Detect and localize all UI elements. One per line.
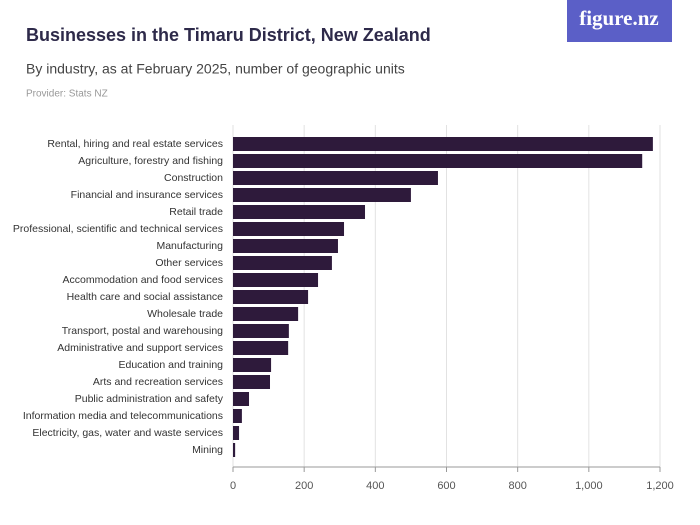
- bar: [233, 358, 272, 372]
- bar: [233, 324, 289, 338]
- bar: [233, 222, 345, 236]
- y-tick-label: Rental, hiring and real estate services: [47, 138, 223, 150]
- source: Provider: Stats NZ: [26, 89, 108, 100]
- x-tick-label: 600: [437, 480, 455, 492]
- y-tick-label: Agriculture, forestry and fishing: [78, 155, 223, 167]
- y-tick-label: Retail trade: [169, 206, 223, 218]
- x-tick-label: 400: [366, 480, 384, 492]
- bar: [233, 290, 309, 304]
- bar: [233, 341, 289, 355]
- bar: [233, 256, 332, 270]
- bar: [233, 307, 299, 321]
- chart-subtitle: By industry, as at February 2025, number…: [26, 61, 405, 77]
- x-tick-label: 0: [230, 480, 236, 492]
- bar: [233, 409, 242, 423]
- bar: [233, 392, 250, 406]
- bar: [233, 154, 643, 168]
- y-tick-label: Construction: [164, 172, 223, 184]
- y-tick-label: Financial and insurance services: [71, 189, 223, 201]
- y-tick-label: Accommodation and food services: [63, 274, 224, 286]
- y-tick-label: Mining: [192, 444, 223, 456]
- bar: [233, 443, 236, 457]
- bar: [233, 188, 411, 202]
- x-tick-label: 200: [295, 480, 313, 492]
- y-tick-label: Health care and social assistance: [67, 291, 224, 303]
- y-tick-label: Electricity, gas, water and waste servic…: [32, 427, 223, 439]
- y-tick-label: Information media and telecommunications: [23, 410, 223, 422]
- y-tick-label: Other services: [155, 257, 223, 269]
- y-tick-label: Administrative and support services: [57, 342, 223, 354]
- x-tick-label: 1,000: [575, 480, 603, 492]
- y-tick-label: Education and training: [119, 359, 224, 371]
- y-tick-label: Manufacturing: [156, 240, 223, 252]
- y-tick-label: Transport, postal and warehousing: [62, 325, 223, 337]
- x-tick-label: 1,200: [646, 480, 674, 492]
- logo-box[interactable]: [567, 0, 672, 42]
- bar: [233, 171, 438, 185]
- x-tick-label: 800: [508, 480, 526, 492]
- bar: [233, 239, 338, 253]
- logo[interactable]: figure.nz: [579, 6, 659, 30]
- bar: [233, 205, 366, 219]
- y-tick-label: Public administration and safety: [75, 393, 224, 405]
- bar: [233, 375, 271, 389]
- bar: [233, 137, 653, 151]
- y-tick-label: Professional, scientific and technical s…: [13, 223, 223, 235]
- bar: [233, 426, 240, 440]
- y-tick-label: Arts and recreation services: [93, 376, 223, 388]
- bar: [233, 273, 319, 287]
- chart-title: Businesses in the Timaru District, New Z…: [26, 25, 431, 45]
- y-tick-label: Wholesale trade: [147, 308, 223, 320]
